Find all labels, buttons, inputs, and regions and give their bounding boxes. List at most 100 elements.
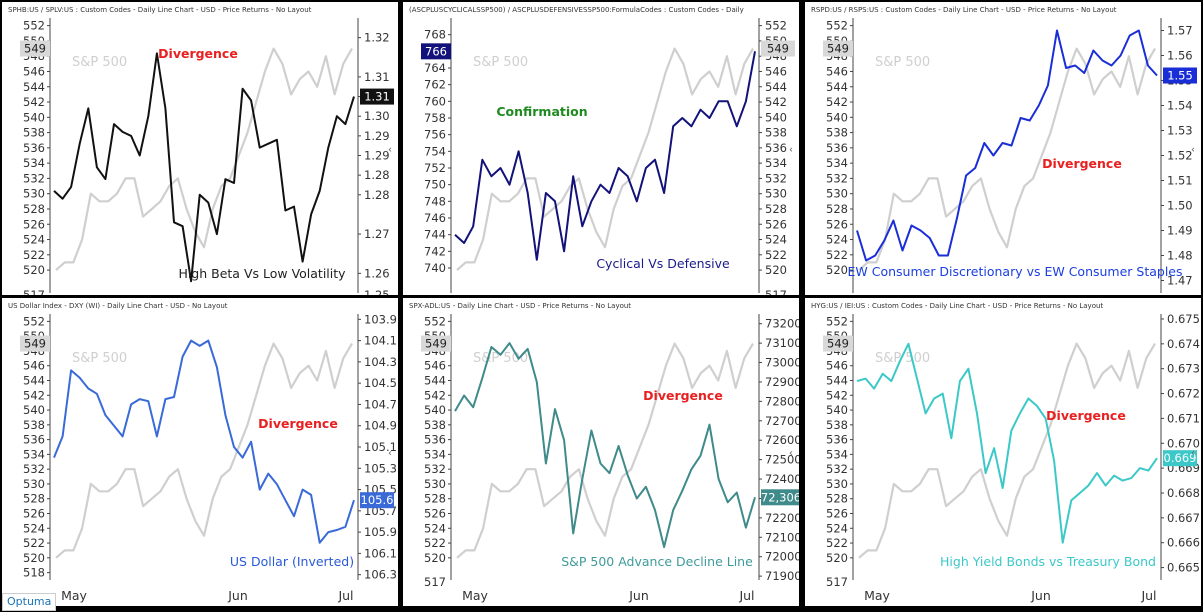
right-tick-label: 72500 <box>765 453 799 467</box>
left-tick-label: 538 <box>826 418 848 432</box>
left-tick-label: 526 <box>826 217 848 231</box>
caption-label: EW Consumer Discretionary vs EW Consumer… <box>847 264 1182 279</box>
left-tick-label: 542 <box>826 95 848 109</box>
left-tick-label: 532 <box>826 462 848 476</box>
left-tick-label: 544 <box>424 374 446 388</box>
right-tick-label: 105.3 <box>364 461 397 475</box>
left-tick-label: 552 <box>826 19 848 33</box>
left-tick-label: 530 <box>826 477 848 491</box>
left-cut-label: 517 <box>23 288 45 295</box>
right-tick-label: 1.49 <box>1167 224 1193 238</box>
right-tick-label: 1.50 <box>1167 199 1193 213</box>
left-tick-label: 534 <box>826 156 848 170</box>
x-tick-label: May <box>462 588 488 603</box>
left-tick-label: 530 <box>23 477 45 491</box>
caption-label: S&P 500 Advance Decline Line <box>561 554 753 569</box>
right-tick-label: 72700 <box>765 414 799 428</box>
left-tick-label: 530 <box>23 187 45 201</box>
annotation-label: Confirmation <box>496 104 587 119</box>
sp500-line <box>456 342 754 559</box>
left-tick-label: 552 <box>23 314 45 328</box>
left-tick-label: 532 <box>23 171 45 185</box>
right-value-badge-text: 1.55 <box>1167 69 1193 83</box>
right-tick-label: 73100 <box>765 336 799 350</box>
left-tick-label: 538 <box>424 418 446 432</box>
right-value-badge-text: 549 <box>767 42 789 56</box>
right-value-badge-text: 72,306 <box>761 490 799 504</box>
chart-panel-6: HYG:US / IEI:US : Custom Codes - Daily L… <box>805 298 1201 606</box>
right-tick-label: 0.668 <box>1167 486 1200 500</box>
left-tick-label: 758 <box>424 111 446 125</box>
x-tick-label: Jul <box>1140 588 1156 603</box>
right-value-badge <box>761 489 799 506</box>
right-tick-label: 104.1 <box>364 334 397 348</box>
right-tick-label: 1.28 <box>364 168 390 182</box>
main-series-line <box>53 52 355 283</box>
left-tick-label: 536 <box>826 141 848 155</box>
left-tick-label: 534 <box>424 447 446 461</box>
chart-svg: SPHB:US / SPLV:US : Custom Codes - Daily… <box>8 6 394 295</box>
chart-svg: RSPD:US / RSPS:US : Custom Codes - Daily… <box>811 6 1197 293</box>
left-tick-label: 534 <box>23 156 45 170</box>
panel-collapse-icon: ‹ <box>789 448 793 459</box>
left-tick-label: 520 <box>826 551 848 565</box>
left-tick-label: 540 <box>23 110 45 124</box>
right-tick-label: 542 <box>765 95 787 109</box>
right-tick-label: 72600 <box>765 433 799 447</box>
x-tick-label: Jul <box>337 588 353 603</box>
left-tick-label: 746 <box>424 211 446 225</box>
right-cut-label: 1.25 <box>364 288 390 295</box>
left-tick-label: 520 <box>23 263 45 277</box>
left-tick-label: 544 <box>826 374 848 388</box>
left-tick-label: 520 <box>826 263 848 277</box>
left-tick-label: 532 <box>424 462 446 476</box>
left-tick-label: 762 <box>424 78 446 92</box>
right-tick-label: 0.665 <box>1167 561 1200 575</box>
left-tick-label: 536 <box>23 433 45 447</box>
left-tick-label: 542 <box>424 388 446 402</box>
annotation-label: Divergence <box>158 46 238 61</box>
right-tick-label: 1.47 <box>1167 274 1193 288</box>
right-tick-label: 0.675 <box>1167 312 1200 326</box>
left-tick-label: 528 <box>23 202 45 216</box>
left-tick-label: 520 <box>23 551 45 565</box>
left-tick-label: 534 <box>23 447 45 461</box>
left-tick-label: 524 <box>23 521 45 535</box>
sp500-line <box>858 47 1156 271</box>
chart-header: US Dollar Index - DXY (WI) - Daily Line … <box>8 302 228 310</box>
left-tick-label: 552 <box>826 314 848 328</box>
chart-header: HYG:US / IEI:US : Custom Codes - Daily L… <box>811 302 1103 310</box>
left-tick-label: 532 <box>826 171 848 185</box>
right-tick-label: 1.54 <box>1167 99 1193 113</box>
chart-panel-4: US Dollar Index - DXY (WI) - Daily Line … <box>2 298 398 606</box>
left-value-badge-text: 766 <box>425 44 447 58</box>
right-tick-label: 72400 <box>765 472 799 486</box>
left-tick-label: 546 <box>424 359 446 373</box>
left-tick-label: 522 <box>826 536 848 550</box>
annotation-label: Divergence <box>258 416 338 431</box>
right-tick-label: 73000 <box>765 356 799 370</box>
left-tick-label: 768 <box>424 28 446 42</box>
left-tick-label: 540 <box>424 403 446 417</box>
left-tick-label: 522 <box>826 248 848 262</box>
right-tick-label: 73200 <box>765 317 799 331</box>
right-value-badge <box>1163 450 1197 467</box>
right-tick-label: 520 <box>765 263 787 277</box>
right-tick-label: 0.666 <box>1167 536 1200 550</box>
left-tick-label: 528 <box>23 492 45 506</box>
right-tick-label: 1.52 <box>1167 149 1193 163</box>
right-tick-label: 526 <box>765 217 787 231</box>
left-value-badge-text: 549 <box>827 337 849 351</box>
left-cut-label: 517 <box>826 575 848 589</box>
left-tick-label: 532 <box>23 462 45 476</box>
right-tick-label: 104.3 <box>364 355 397 369</box>
annotation-label: Divergence <box>1042 156 1122 171</box>
chart-header: (ASCPLUSCYCLICALSSP500) / ASCPLUSDEFENSI… <box>409 6 744 14</box>
left-tick-label: 540 <box>826 403 848 417</box>
left-tick-label: 536 <box>424 433 446 447</box>
left-tick-label: 538 <box>23 126 45 140</box>
left-tick-label: 542 <box>23 388 45 402</box>
left-tick-label: 540 <box>826 110 848 124</box>
right-tick-label: 106.1 <box>364 546 397 560</box>
right-tick-label: 538 <box>765 126 787 140</box>
